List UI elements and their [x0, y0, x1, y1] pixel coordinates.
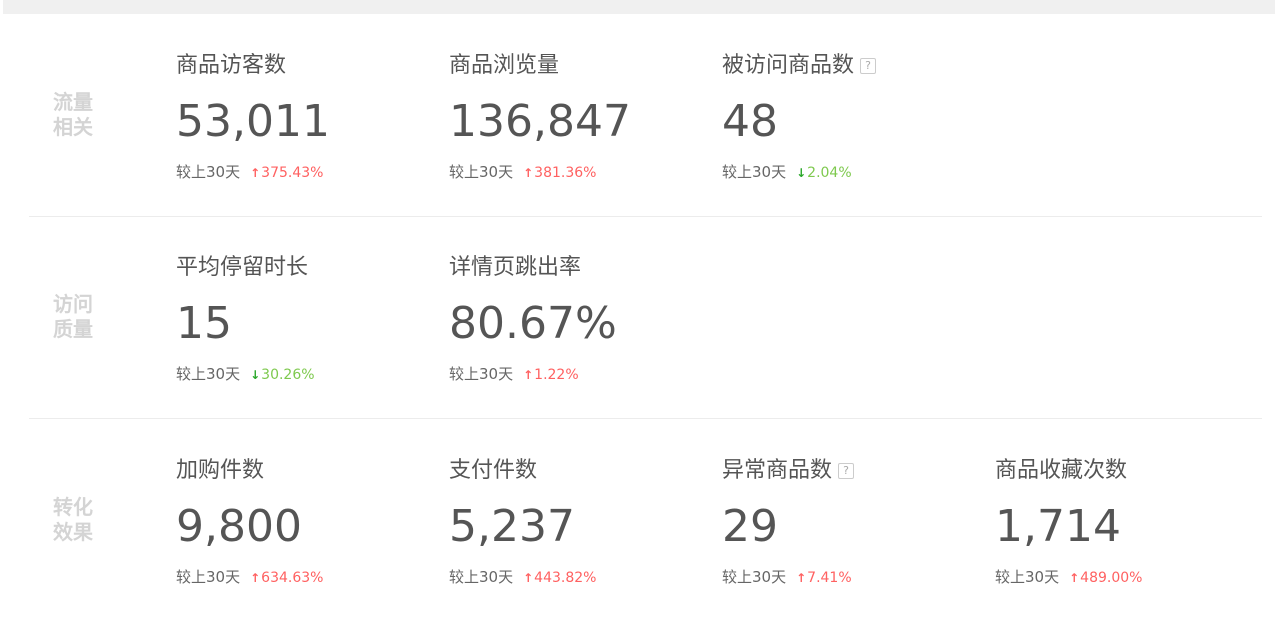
category-line: 效果	[53, 520, 93, 544]
compare-label: 较上30天	[449, 365, 514, 383]
metric-name: 详情页跳出率	[449, 255, 582, 280]
top-bar	[3, 0, 1275, 14]
metric-card: 商品收藏次数 1,714 较上30天 ↑489.00%	[995, 456, 1268, 587]
metric-section: 流量 相关 商品访客数 53,011 较上30天 ↑375.43% 商品浏览量 1…	[29, 14, 1262, 217]
metric-value: 53,011	[176, 96, 330, 147]
metric-name-row: 商品收藏次数	[995, 456, 1268, 486]
arrow-up-icon: ↑	[250, 166, 261, 180]
metric-name: 加购件数	[176, 458, 265, 483]
category-line: 质量	[53, 317, 93, 341]
metric-name-row: 商品浏览量	[449, 51, 722, 81]
metric-value: 1,714	[995, 501, 1121, 552]
section-category: 转化 效果	[53, 495, 101, 545]
compare-label: 较上30天	[722, 163, 787, 181]
arrow-down-icon: ↓	[250, 368, 261, 382]
change-percent: 381.36%	[534, 165, 597, 181]
change-value: ↑443.82%	[523, 570, 596, 586]
change-percent: 634.63%	[261, 570, 324, 586]
metric-name: 异常商品数	[722, 458, 833, 483]
help-icon[interactable]: ?	[838, 463, 855, 479]
arrow-down-icon: ↓	[796, 166, 807, 180]
metric-name: 平均停留时长	[176, 255, 309, 280]
metric-compare: 较上30天 ↑375.43%	[176, 161, 449, 182]
change-percent: 7.41%	[807, 570, 852, 586]
change-value: ↓30.26%	[250, 367, 314, 383]
compare-label: 较上30天	[176, 163, 241, 181]
category-line: 访问	[53, 292, 93, 316]
metric-name-row: 商品访客数	[176, 51, 449, 81]
metric-value: 9,800	[176, 501, 302, 552]
arrow-up-icon: ↑	[796, 571, 807, 585]
change-percent: 443.82%	[534, 570, 597, 586]
arrow-up-icon: ↑	[250, 571, 261, 585]
category-line: 流量	[53, 90, 93, 114]
metric-name: 被访问商品数	[722, 53, 855, 78]
change-percent: 2.04%	[807, 165, 852, 181]
metric-name-row: 详情页跳出率	[449, 253, 722, 283]
arrow-up-icon: ↑	[523, 368, 534, 382]
change-value: ↑634.63%	[250, 570, 323, 586]
change-value: ↓2.04%	[796, 165, 852, 181]
metric-compare: 较上30天 ↓30.26%	[176, 363, 449, 384]
arrow-up-icon: ↑	[523, 571, 534, 585]
metric-compare: 较上30天 ↑381.36%	[449, 161, 722, 182]
change-percent: 30.26%	[261, 367, 315, 383]
metric-card: 详情页跳出率 80.67% 较上30天 ↑1.22%	[449, 253, 722, 384]
metric-name: 商品访客数	[176, 53, 287, 78]
metric-card: 异常商品数? 29 较上30天 ↑7.41%	[722, 456, 995, 587]
metric-name-row: 被访问商品数?	[722, 51, 995, 81]
metric-value: 80.67%	[449, 298, 617, 349]
metric-card: 加购件数 9,800 较上30天 ↑634.63%	[176, 456, 449, 587]
metric-section: 转化 效果 加购件数 9,800 较上30天 ↑634.63% 支付件数 5,23…	[29, 419, 1262, 622]
compare-label: 较上30天	[995, 568, 1060, 586]
metric-compare: 较上30天 ↑1.22%	[449, 363, 722, 384]
change-percent: 1.22%	[534, 367, 579, 383]
arrow-up-icon: ↑	[1069, 571, 1080, 585]
metric-name-row: 加购件数	[176, 456, 449, 486]
metric-compare: 较上30天 ↑443.82%	[449, 566, 722, 587]
section-category: 流量 相关	[53, 90, 101, 140]
metric-name-row: 支付件数	[449, 456, 722, 486]
metric-value: 29	[722, 501, 778, 552]
section-category: 访问 质量	[53, 292, 101, 342]
metric-card: 平均停留时长 15 较上30天 ↓30.26%	[176, 253, 449, 384]
change-percent: 489.00%	[1080, 570, 1143, 586]
arrow-up-icon: ↑	[523, 166, 534, 180]
metric-card: 被访问商品数? 48 较上30天 ↓2.04%	[722, 51, 995, 182]
metric-compare: 较上30天 ↑634.63%	[176, 566, 449, 587]
change-value: ↑1.22%	[523, 367, 579, 383]
metric-card: 商品访客数 53,011 较上30天 ↑375.43%	[176, 51, 449, 182]
change-value: ↑381.36%	[523, 165, 596, 181]
metric-name-row: 异常商品数?	[722, 456, 995, 486]
category-line: 相关	[53, 115, 93, 139]
change-value: ↑489.00%	[1069, 570, 1142, 586]
compare-label: 较上30天	[722, 568, 787, 586]
metric-card: 商品浏览量 136,847 较上30天 ↑381.36%	[449, 51, 722, 182]
metric-value: 15	[176, 298, 232, 349]
metric-value: 48	[722, 96, 778, 147]
metric-section: 访问 质量 平均停留时长 15 较上30天 ↓30.26% 详情页跳出率 80.6…	[29, 216, 1262, 419]
change-value: ↑7.41%	[796, 570, 852, 586]
metric-compare: 较上30天 ↑489.00%	[995, 566, 1268, 587]
metric-name: 支付件数	[449, 458, 538, 483]
compare-label: 较上30天	[176, 365, 241, 383]
metric-compare: 较上30天 ↓2.04%	[722, 161, 995, 182]
category-line: 转化	[53, 495, 93, 519]
change-value: ↑375.43%	[250, 165, 323, 181]
metric-value: 136,847	[449, 96, 631, 147]
compare-label: 较上30天	[176, 568, 241, 586]
metric-compare: 较上30天 ↑7.41%	[722, 566, 995, 587]
compare-label: 较上30天	[449, 163, 514, 181]
metric-name-row: 平均停留时长	[176, 253, 449, 283]
metric-card: 支付件数 5,237 较上30天 ↑443.82%	[449, 456, 722, 587]
help-icon[interactable]: ?	[860, 58, 877, 74]
metric-value: 5,237	[449, 501, 575, 552]
compare-label: 较上30天	[449, 568, 514, 586]
metric-name: 商品收藏次数	[995, 458, 1128, 483]
change-percent: 375.43%	[261, 165, 324, 181]
metric-name: 商品浏览量	[449, 53, 560, 78]
